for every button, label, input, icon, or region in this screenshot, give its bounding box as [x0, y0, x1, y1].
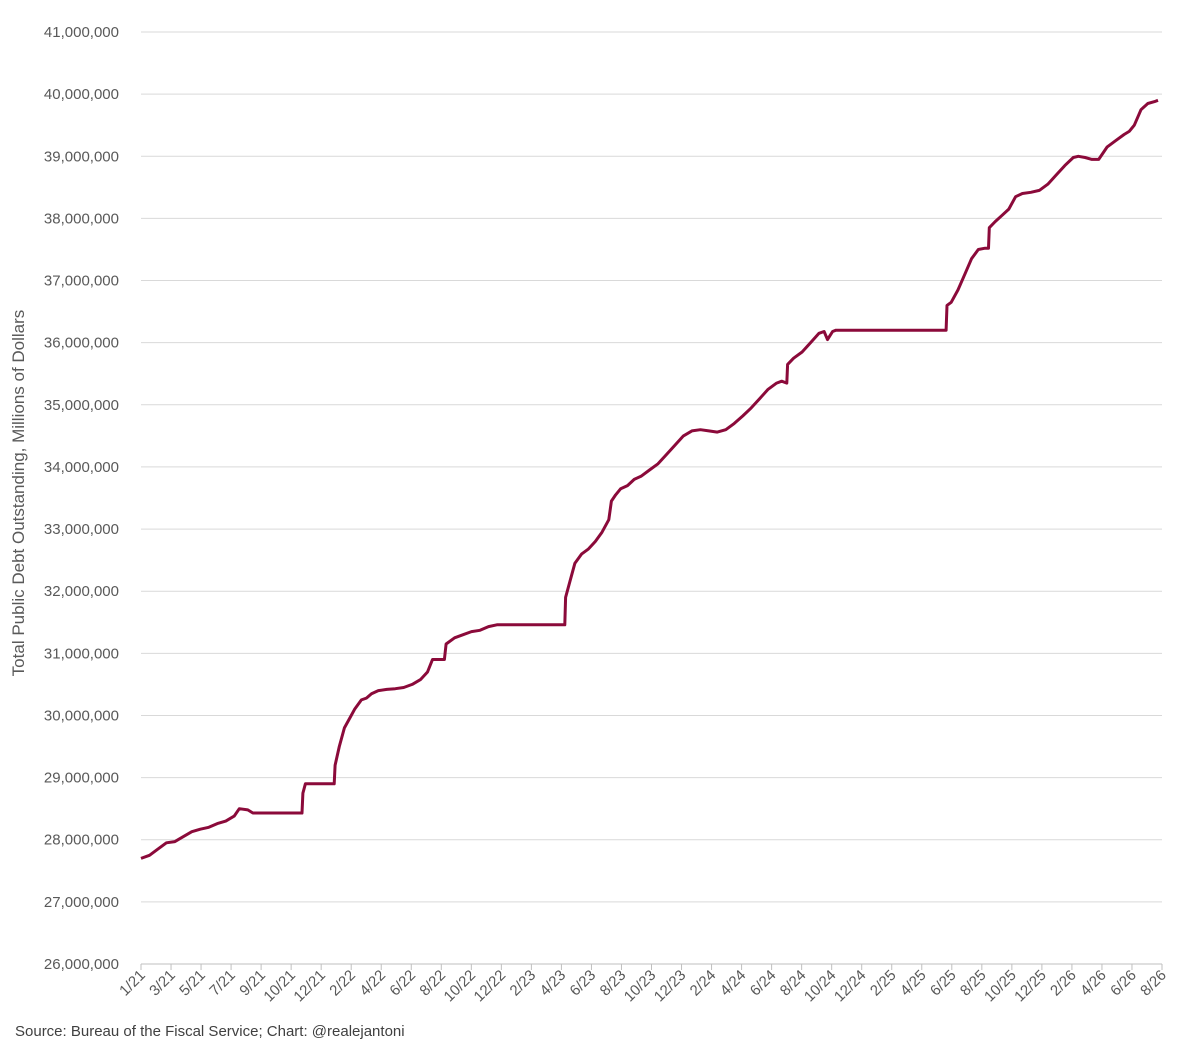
y-tick-label: 37,000,000 [44, 273, 119, 290]
y-tick-label: 41,000,000 [44, 24, 119, 41]
series-layer [140, 98, 1159, 860]
y-tick-label: 34,000,000 [44, 459, 119, 476]
y-tick-label: 35,000,000 [44, 397, 119, 414]
x-tick-label: 5/21 [176, 967, 209, 1000]
x-tick-label: 4/25 [897, 967, 930, 1000]
series-line [140, 98, 1159, 860]
x-tick-label: 12/24 [831, 967, 870, 1006]
y-axis-tick-labels: 26,000,000 27,000,000 28,000,000 29,000,000… [44, 24, 119, 973]
x-axis: 1/213/215/217/219/2110/2112/212/224/226/… [116, 964, 1170, 1005]
x-tick-label: 12/23 [651, 967, 690, 1006]
y-tick-label: 28,000,000 [44, 832, 119, 849]
x-tick-label: 12/25 [1011, 967, 1050, 1006]
x-tick-label: 10/25 [981, 967, 1020, 1006]
x-tick-label: 12/22 [471, 967, 510, 1006]
x-tick-label: 4/22 [356, 967, 389, 1000]
y-tick-label: 40,000,000 [44, 86, 119, 103]
y-tick-label: 26,000,000 [44, 956, 119, 973]
x-tick-label: 6/24 [747, 967, 780, 1000]
x-tick-label: 7/21 [206, 967, 239, 1000]
y-tick-label: 36,000,000 [44, 335, 119, 352]
x-tick-label: 4/24 [717, 967, 750, 1000]
y-tick-label: 27,000,000 [44, 894, 119, 911]
x-tick-label: 10/23 [621, 967, 660, 1006]
x-tick-label: 3/21 [146, 967, 179, 1000]
y-tick-label: 39,000,000 [44, 148, 119, 165]
x-tick-label: 10/24 [801, 967, 840, 1006]
x-tick-label: 4/23 [537, 967, 570, 1000]
gridlines [141, 31, 1162, 965]
y-tick-label: 33,000,000 [44, 521, 119, 538]
x-tick-label: 2/24 [687, 967, 720, 1000]
x-tick-label: 6/26 [1107, 967, 1140, 1000]
x-tick-label: 2/22 [326, 967, 359, 1000]
y-tick-label: 31,000,000 [44, 645, 119, 662]
x-tick-label: 6/22 [386, 967, 419, 1000]
source-note: Source: Bureau of the Fiscal Service; Ch… [15, 1023, 405, 1040]
x-tick-label: 10/22 [441, 967, 480, 1006]
x-tick-label: 2/26 [1047, 967, 1080, 1000]
x-tick-label: 12/21 [290, 967, 329, 1006]
x-tick-label: 1/21 [116, 967, 149, 1000]
y-tick-label: 38,000,000 [44, 210, 119, 227]
x-tick-label: 6/23 [567, 967, 600, 1000]
x-tick-label: 10/21 [260, 967, 299, 1006]
x-tick-label: 2/25 [867, 967, 900, 1000]
y-tick-label: 32,000,000 [44, 583, 119, 600]
x-tick-label: 6/25 [927, 967, 960, 1000]
y-tick-label: 29,000,000 [44, 770, 119, 787]
y-axis-title: Total Public Debt Outstanding, Millions … [9, 310, 28, 677]
x-tick-label: 4/26 [1077, 967, 1110, 1000]
x-tick-label: 2/23 [507, 967, 540, 1000]
x-tick-label: 8/26 [1137, 967, 1170, 1000]
y-tick-label: 30,000,000 [44, 707, 119, 724]
